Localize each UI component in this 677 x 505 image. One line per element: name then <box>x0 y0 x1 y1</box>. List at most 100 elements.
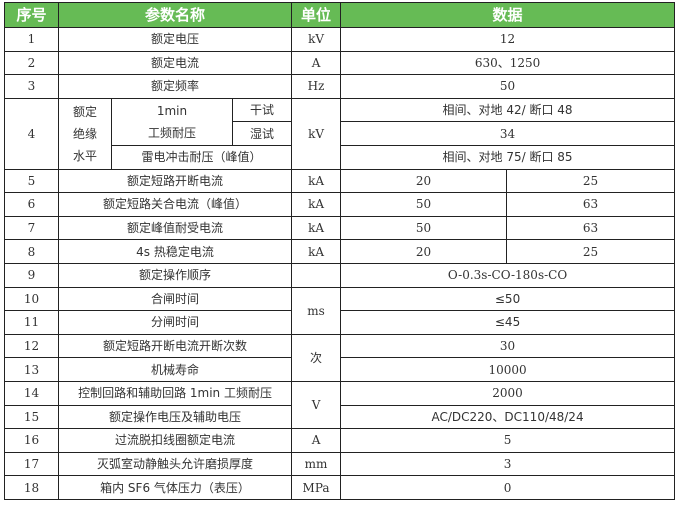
insulation-label-line: 水平 <box>72 148 97 163</box>
parameter-table: 序号 参数名称 单位 数据 1 额定电压 kV 12 2 额定电流 A 630、1250 3… <box>4 2 676 500</box>
insulation-label-line: 绝缘 <box>72 126 97 141</box>
row-value: 12 <box>340 27 676 52</box>
row-value-1: 50 <box>340 215 508 241</box>
row-unit <box>291 262 342 288</box>
power-frequency-label: 1min 工频耐压 <box>111 97 233 146</box>
insulation-level-label: 额定 绝缘 水平 <box>58 97 112 170</box>
row-value-1: 50 <box>340 192 508 217</box>
table-row: 17 灭弧室动静触头允许磨损厚度 mm 3 <box>4 451 676 477</box>
row-name: 额定短路开断电流开断次数 <box>57 333 293 359</box>
row-no: 1 <box>4 27 59 52</box>
row-name: 控制回路和辅助回路 1min 工频耐压 <box>57 380 293 406</box>
row-no: 6 <box>4 192 59 217</box>
table-row: 雷电冲击耐压（峰值） 相间、对地 75/ 断口 85 <box>5 144 676 170</box>
row-value: ≤45 <box>340 310 676 335</box>
table-row: 8 4s 热稳定电流 kA 20 25 <box>4 239 676 264</box>
header-name: 参数名称 <box>57 2 293 28</box>
row-value: 2000 <box>340 380 676 406</box>
header-no: 序号 <box>4 2 59 28</box>
row-unit: kA <box>291 215 342 241</box>
table-row: 13 机械寿命 10000 <box>4 357 676 382</box>
row-name: 额定电流 <box>57 50 293 76</box>
row-value: 50 <box>340 74 676 99</box>
row-no: 14 <box>4 380 59 406</box>
row-unit: kV <box>291 97 342 170</box>
row-no: 3 <box>4 74 59 99</box>
table-row: 12 额定短路开断电流开断次数次 30 <box>4 333 676 382</box>
row-no: 18 <box>4 475 59 500</box>
row-name: 合闸时间 <box>57 286 293 312</box>
row-unit: kA <box>291 168 342 194</box>
row-no: 13 <box>4 357 59 382</box>
table-row: 11 分闸时间 ≤45 <box>4 310 676 335</box>
row-unit: mm <box>291 451 342 477</box>
row-no: 8 <box>4 239 59 264</box>
row-value: 10000 <box>340 357 676 382</box>
lightning-impulse-label: 雷电冲击耐压（峰值） <box>110 144 293 170</box>
row-unit: A <box>291 428 342 453</box>
row-no: 17 <box>4 451 59 477</box>
row-value-2: 63 <box>506 215 676 241</box>
row-unit: Hz <box>291 74 342 99</box>
row-value: 630、1250 <box>340 50 676 76</box>
table-row: 15 额定操作电压及辅助电压 AC/DC220、DC110/48/24 <box>4 404 676 430</box>
row-name: 机械寿命 <box>57 357 293 382</box>
row-name: 4s 热稳定电流 <box>57 239 293 264</box>
row-name: 额定短路关合电流（峰值） <box>57 192 293 217</box>
insulation-label-line: 额定 <box>72 104 97 119</box>
row-name: 额定操作顺序 <box>57 262 293 288</box>
row-name: 额定操作电压及辅助电压 <box>57 404 293 430</box>
row-name: 额定频率 <box>57 74 293 99</box>
row-no: 5 <box>4 168 59 194</box>
row-value-2: 63 <box>506 192 676 217</box>
row-value-2: 25 <box>506 168 676 194</box>
table-row: 2 额定电流 A 630、1250 <box>4 50 676 76</box>
row-no: 16 <box>4 428 59 453</box>
header-data: 数据 <box>340 2 676 28</box>
row-no: 10 <box>4 286 59 312</box>
row-unit: kV <box>291 27 342 52</box>
row-unit: A <box>291 50 342 76</box>
table-row: 3 额定频率 Hz 50 <box>4 74 676 99</box>
table-row: 9 额定操作顺序 O-0.3s-CO-180s-CO <box>4 262 676 288</box>
row-unit: kA <box>291 192 342 217</box>
row-value: 5 <box>340 428 676 453</box>
row-value: 30 <box>340 333 676 359</box>
row-no: 15 <box>4 404 59 430</box>
row-name: 额定电压 <box>57 27 293 52</box>
table-row: 1 额定电压 kV 12 <box>4 27 676 52</box>
row-value: ≤50 <box>340 286 676 312</box>
table-row: 14 控制回路和辅助回路 1min 工频耐压 V 2000 <box>4 380 676 430</box>
row-unit: V <box>291 380 342 430</box>
table-row: 16 过流脱扣线圈额定电流 A 5 <box>4 428 676 453</box>
wet-test-label: 湿试 <box>231 121 293 146</box>
row-name: 额定短路开断电流 <box>57 168 293 194</box>
table-row: 4 额定 绝缘 水平 1min 工频耐压 干试 kV 相间、对地 42/ 断口 … <box>4 97 676 170</box>
row-name: 箱内 SF6 气体压力（表压） <box>57 475 293 500</box>
power-frequency-line: 工频耐压 <box>147 125 196 140</box>
table-row: 7 额定峰值耐受电流 kA 50 63 <box>4 215 676 241</box>
table-row: 10 合闸时间 ms ≤50 <box>4 286 676 335</box>
row-value: 3 <box>340 451 676 477</box>
row-unit: ms <box>291 286 342 335</box>
row-name: 额定峰值耐受电流 <box>57 215 293 241</box>
row-value-1: 20 <box>340 168 508 194</box>
header-unit: 单位 <box>291 2 342 28</box>
dry-test-label: 干试 <box>231 97 293 123</box>
wet-test-value: 34 <box>340 121 676 146</box>
row-no: 11 <box>4 310 59 335</box>
row-value: O-0.3s-CO-180s-CO <box>340 262 676 288</box>
row-no: 12 <box>4 333 59 359</box>
row-value: AC/DC220、DC110/48/24 <box>340 404 676 430</box>
table-header: 序号 参数名称 单位 数据 <box>4 2 676 28</box>
table-row: 湿试 34 <box>5 121 676 146</box>
table-row: 6 额定短路关合电流（峰值） kA 50 63 <box>4 192 676 217</box>
dry-test-value: 相间、对地 42/ 断口 48 <box>340 97 676 123</box>
power-frequency-line: 1min <box>156 103 188 118</box>
row-no: 7 <box>4 215 59 241</box>
row-name: 灭弧室动静触头允许磨损厚度 <box>57 451 293 477</box>
lightning-impulse-value: 相间、对地 75/ 断口 85 <box>340 144 676 170</box>
row-value-1: 20 <box>340 239 508 264</box>
row-no: 4 <box>4 97 59 170</box>
table-row: 18 箱内 SF6 气体压力（表压） MPa 0 <box>4 475 676 500</box>
